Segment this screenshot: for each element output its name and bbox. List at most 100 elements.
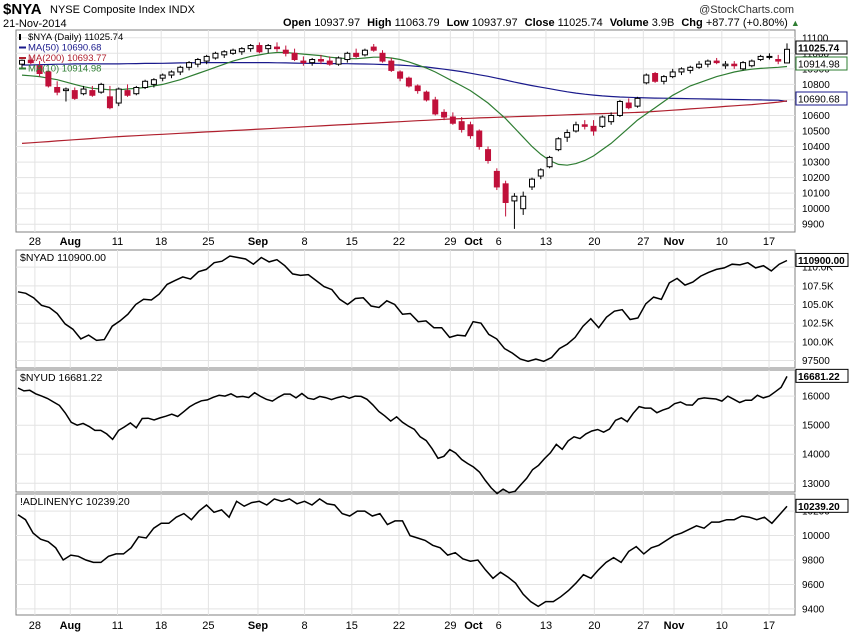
low-value: 10937.97 xyxy=(471,17,518,29)
y-tick-label: 10400 xyxy=(802,142,830,153)
candle-body xyxy=(493,170,500,188)
candle-body xyxy=(748,60,755,67)
close-label: Close xyxy=(524,17,555,29)
candle-body xyxy=(405,77,412,87)
y-tick-label: 100.0K xyxy=(802,337,834,348)
last-value-tag xyxy=(795,91,848,106)
close-value: 11025.74 xyxy=(557,17,603,29)
candle-body xyxy=(625,102,632,109)
last-value-label: 10239.20 xyxy=(798,502,840,513)
candle-body xyxy=(370,46,377,51)
candle-body xyxy=(388,60,395,71)
candle-body xyxy=(441,111,448,118)
last-value-label: 10914.98 xyxy=(798,60,840,71)
x-tick-label: 28 xyxy=(29,236,41,248)
last-value-tag xyxy=(795,252,849,267)
candle-body xyxy=(757,55,764,61)
high-label: High xyxy=(367,17,392,29)
candle-body xyxy=(458,121,465,130)
legend-candle-icon xyxy=(19,34,21,40)
candle-body xyxy=(45,71,52,87)
candle-body xyxy=(555,138,562,151)
candle-body xyxy=(581,124,588,127)
candle-body xyxy=(133,86,140,95)
candle-body xyxy=(317,59,324,62)
high-value: 11063.79 xyxy=(394,17,440,29)
y-tick-label: 10500 xyxy=(802,127,830,138)
candle-body xyxy=(230,49,237,54)
candle-body xyxy=(511,195,518,202)
x-tick-label: 13 xyxy=(540,620,552,632)
candle-body xyxy=(564,132,571,138)
last-value-label: 16681.22 xyxy=(798,372,840,383)
y-tick-label: 102.5K xyxy=(802,319,834,330)
candle-body xyxy=(203,55,210,62)
panel-title: !ADLINENYC 10239.20 xyxy=(20,496,130,508)
x-tick-label: 29 xyxy=(444,620,456,632)
volume-label: Volume xyxy=(609,17,649,29)
candle-body xyxy=(361,49,368,56)
y-tick-label: 10800 xyxy=(802,80,830,91)
candle-body xyxy=(142,80,149,88)
y-tick-label: 15000 xyxy=(802,421,830,432)
candle-body xyxy=(713,60,720,64)
candle-body xyxy=(62,88,69,92)
candle-body xyxy=(27,59,34,64)
legend-label: MA(50) 10690.68 xyxy=(28,43,101,54)
x-tick-label: 18 xyxy=(155,236,167,248)
legend-label: $NYA (Daily) 11025.74 xyxy=(28,32,123,43)
exchange-code: INDX xyxy=(168,4,195,16)
candle-body xyxy=(71,90,78,99)
y-tick-label: 10000 xyxy=(802,204,830,215)
last-value-tag xyxy=(795,56,848,71)
x-tick-label: 13 xyxy=(540,236,552,248)
candle-body xyxy=(423,91,430,101)
x-tick-label: 25 xyxy=(202,236,214,248)
x-tick-label: Nov xyxy=(664,236,686,248)
stockcharts-credit: @StockCharts.com xyxy=(699,4,794,16)
candle-body xyxy=(282,49,289,54)
y-tick-label: 10600 xyxy=(802,111,830,122)
candle-body xyxy=(652,73,659,82)
candle-body xyxy=(238,48,245,53)
change-value: +87.77 (+0.80%) xyxy=(705,17,788,29)
y-tick-label: 97500 xyxy=(802,356,830,367)
symbol: $NYA xyxy=(3,1,42,18)
last-value-tag xyxy=(795,368,849,383)
candle-body xyxy=(300,60,307,64)
candle-body xyxy=(546,156,553,168)
legend-label: MA(200) 10693.77 xyxy=(28,53,107,64)
x-tick-label: 15 xyxy=(346,620,358,632)
x-tick-label: 11 xyxy=(112,236,123,248)
candle-body xyxy=(221,51,228,56)
candle-body xyxy=(784,48,790,64)
y-tick-label: 105.0K xyxy=(802,300,834,311)
x-tick-label: Sep xyxy=(248,236,268,248)
y-tick-label: 107.5K xyxy=(802,281,834,292)
last-value-label: 11025.74 xyxy=(798,44,840,55)
candle-body xyxy=(432,99,439,115)
candle-body xyxy=(449,116,456,124)
x-tick-label: 29 xyxy=(444,236,456,248)
change-label: Chg xyxy=(681,17,703,29)
candle-body xyxy=(722,63,729,67)
candle-body xyxy=(177,66,184,73)
candle-body xyxy=(256,45,263,53)
candle-body xyxy=(194,59,201,65)
y-tick-label: 110.0K xyxy=(802,263,833,274)
x-tick-label: 27 xyxy=(637,236,649,248)
ma-line-ma200 xyxy=(21,100,788,144)
index-full-name: NYSE Composite Index xyxy=(50,4,166,16)
candle-body xyxy=(537,169,544,177)
candle-body xyxy=(353,52,360,57)
x-tick-label: 8 xyxy=(302,620,308,632)
x-tick-label: 20 xyxy=(588,236,600,248)
candle-body xyxy=(326,60,333,65)
candle-body xyxy=(678,68,685,73)
x-tick-label: 27 xyxy=(637,620,649,632)
y-tick-label: 11100 xyxy=(802,33,829,44)
panel-title: $NYAD 110900.00 xyxy=(20,252,106,264)
candle-body xyxy=(124,90,131,96)
candle-body xyxy=(265,45,272,50)
open-label: Open xyxy=(283,17,312,29)
